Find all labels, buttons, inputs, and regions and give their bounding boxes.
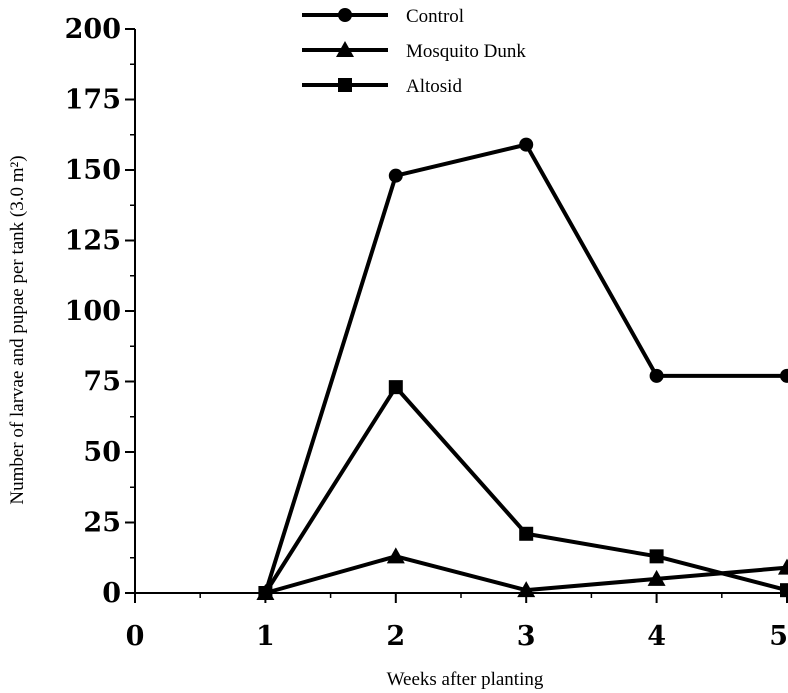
y-tick-label: 175 bbox=[65, 85, 121, 116]
data-point-mosquito-dunk bbox=[778, 558, 788, 575]
legend-marker-control bbox=[338, 8, 352, 22]
data-point-altosid bbox=[649, 549, 664, 564]
x-axis-ticks: 0 1 2 3 4 5 bbox=[126, 593, 788, 652]
legend-item-control: Control bbox=[302, 6, 464, 27]
x-tick-label: 2 bbox=[386, 621, 405, 652]
legend-label-control: Control bbox=[406, 6, 464, 27]
y-axis-title: Number of larvae and pupae per tank (3.0… bbox=[7, 155, 28, 504]
series-layer bbox=[256, 137, 788, 600]
data-point-control bbox=[780, 368, 788, 383]
data-point-altosid bbox=[780, 583, 788, 598]
x-tick-label: 3 bbox=[517, 621, 536, 652]
data-point-mosquito-dunk bbox=[647, 569, 666, 586]
x-tick-label: 1 bbox=[256, 621, 275, 652]
y-tick-label: 50 bbox=[83, 437, 121, 468]
legend-label-altosid: Altosid bbox=[406, 76, 462, 97]
y-tick-label: 125 bbox=[65, 226, 121, 257]
x-axis-title: Weeks after planting bbox=[387, 669, 544, 690]
data-point-mosquito-dunk bbox=[386, 547, 405, 564]
y-axis-ticks: 0 25 50 75 100 125 150 175 200 bbox=[65, 14, 135, 609]
x-tick-label: 4 bbox=[647, 621, 666, 652]
legend-marker-mosquito-dunk bbox=[336, 41, 354, 57]
data-point-altosid bbox=[388, 380, 403, 395]
y-tick-label: 100 bbox=[65, 296, 121, 327]
data-point-mosquito-dunk bbox=[517, 581, 536, 598]
legend-item-altosid: Altosid bbox=[302, 76, 462, 97]
legend-label-mosquito-dunk: Mosquito Dunk bbox=[406, 41, 526, 62]
data-point-control bbox=[388, 168, 403, 183]
y-tick-label: 75 bbox=[83, 367, 121, 398]
series-altosid bbox=[258, 380, 788, 600]
data-point-control bbox=[519, 137, 534, 152]
y-tick-label: 0 bbox=[102, 578, 121, 609]
y-tick-label: 200 bbox=[65, 14, 121, 45]
legend-marker-altosid bbox=[338, 78, 352, 92]
y-tick-label: 25 bbox=[83, 508, 121, 539]
y-tick-label: 150 bbox=[65, 155, 121, 186]
data-point-altosid bbox=[519, 526, 534, 541]
series-line-control bbox=[263, 142, 787, 594]
axes bbox=[134, 29, 788, 594]
x-tick-label: 0 bbox=[126, 621, 145, 652]
x-tick-label: 5 bbox=[769, 621, 788, 652]
series-line-altosid bbox=[263, 385, 788, 595]
data-point-altosid bbox=[258, 586, 273, 600]
data-point-control bbox=[649, 368, 664, 383]
legend-item-mosquito-dunk: Mosquito Dunk bbox=[302, 41, 526, 62]
legend: Control Mosquito Dunk Altosid bbox=[302, 6, 526, 97]
